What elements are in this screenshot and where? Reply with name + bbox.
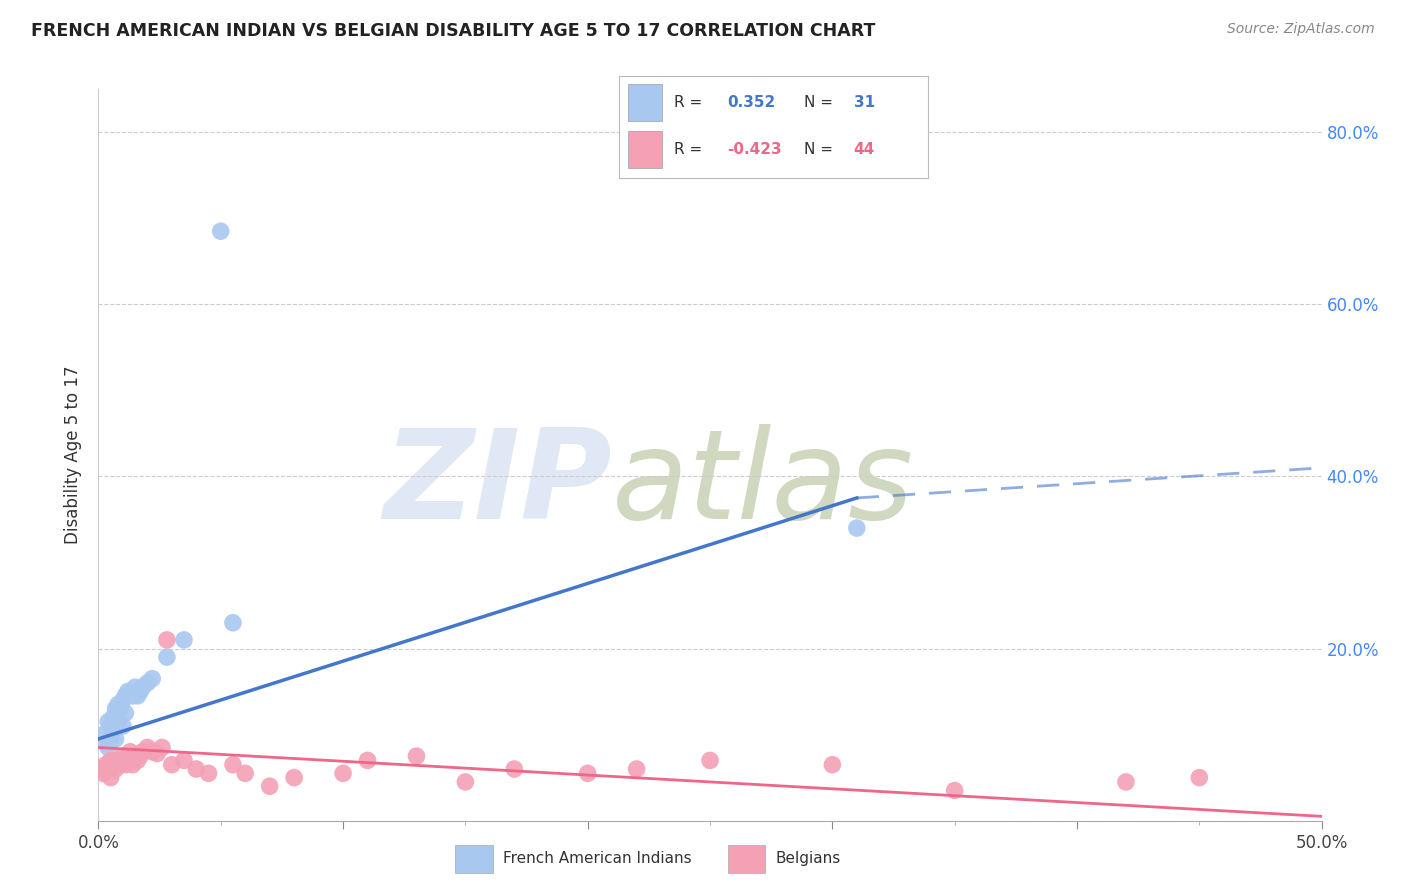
Point xyxy=(114,706,136,720)
Point xyxy=(1115,775,1137,789)
Point xyxy=(104,702,127,716)
Point xyxy=(222,757,245,772)
Point xyxy=(131,745,153,759)
Point xyxy=(90,762,112,776)
Point xyxy=(233,766,256,780)
Point xyxy=(101,757,124,772)
Point xyxy=(141,672,163,686)
Point xyxy=(97,714,120,729)
Point xyxy=(127,753,149,767)
Text: atlas: atlas xyxy=(612,424,914,545)
Point xyxy=(173,753,195,767)
Point xyxy=(104,731,127,746)
Point xyxy=(91,728,114,742)
Point xyxy=(107,753,129,767)
Point xyxy=(97,740,120,755)
Text: 31: 31 xyxy=(853,95,875,110)
Point xyxy=(97,762,120,776)
Text: R =: R = xyxy=(675,95,703,110)
Y-axis label: Disability Age 5 to 17: Disability Age 5 to 17 xyxy=(65,366,83,544)
Point xyxy=(94,736,117,750)
Point xyxy=(197,766,219,780)
Point xyxy=(117,684,139,698)
Point xyxy=(100,731,122,746)
Point xyxy=(222,615,245,630)
Point xyxy=(101,710,124,724)
Point xyxy=(110,702,132,716)
Point xyxy=(121,689,143,703)
Text: -0.423: -0.423 xyxy=(727,142,782,157)
Point xyxy=(114,757,136,772)
Point xyxy=(107,714,129,729)
Text: R =: R = xyxy=(675,142,703,157)
Point xyxy=(576,766,599,780)
Point xyxy=(699,753,721,767)
Point xyxy=(111,693,134,707)
FancyBboxPatch shape xyxy=(628,84,662,121)
Point xyxy=(129,749,152,764)
Point xyxy=(845,521,868,535)
Point xyxy=(405,749,427,764)
Point xyxy=(626,762,648,776)
Point xyxy=(156,632,179,647)
Point xyxy=(1188,771,1211,785)
Point xyxy=(503,762,526,776)
Point xyxy=(209,224,232,238)
Point xyxy=(91,766,114,780)
FancyBboxPatch shape xyxy=(728,845,765,872)
Point xyxy=(146,747,169,761)
Point xyxy=(111,719,134,733)
Point xyxy=(454,775,477,789)
Point xyxy=(120,686,142,700)
Point xyxy=(100,753,122,767)
Text: 44: 44 xyxy=(853,142,875,157)
Text: French American Indians: French American Indians xyxy=(503,851,692,866)
Point xyxy=(283,771,305,785)
Point xyxy=(129,684,152,698)
Point xyxy=(160,757,183,772)
Point xyxy=(821,757,844,772)
Text: 0.352: 0.352 xyxy=(727,95,775,110)
Text: N =: N = xyxy=(804,142,834,157)
Point xyxy=(121,757,143,772)
FancyBboxPatch shape xyxy=(456,845,492,872)
Point xyxy=(141,745,163,759)
Text: N =: N = xyxy=(804,95,834,110)
Point xyxy=(101,723,124,738)
Point xyxy=(107,698,129,712)
Point xyxy=(127,689,149,703)
Point xyxy=(332,766,354,780)
Point xyxy=(100,771,122,785)
Point xyxy=(94,757,117,772)
Point xyxy=(100,719,122,733)
Point xyxy=(943,783,966,797)
Point xyxy=(186,762,208,776)
Point xyxy=(124,680,146,694)
Point xyxy=(136,740,159,755)
Point xyxy=(120,745,142,759)
Text: Belgians: Belgians xyxy=(776,851,841,866)
Point xyxy=(124,749,146,764)
Point xyxy=(114,689,136,703)
Point xyxy=(110,757,132,772)
Point xyxy=(104,762,127,776)
Text: FRENCH AMERICAN INDIAN VS BELGIAN DISABILITY AGE 5 TO 17 CORRELATION CHART: FRENCH AMERICAN INDIAN VS BELGIAN DISABI… xyxy=(31,22,876,40)
FancyBboxPatch shape xyxy=(628,131,662,168)
Point xyxy=(259,779,281,793)
Point xyxy=(173,632,195,647)
Point xyxy=(150,740,173,755)
Point xyxy=(117,753,139,767)
Point xyxy=(111,749,134,764)
Point xyxy=(131,680,153,694)
Text: ZIP: ZIP xyxy=(384,424,612,545)
Text: Source: ZipAtlas.com: Source: ZipAtlas.com xyxy=(1227,22,1375,37)
Point xyxy=(356,753,378,767)
Point xyxy=(156,650,179,665)
Point xyxy=(136,676,159,690)
